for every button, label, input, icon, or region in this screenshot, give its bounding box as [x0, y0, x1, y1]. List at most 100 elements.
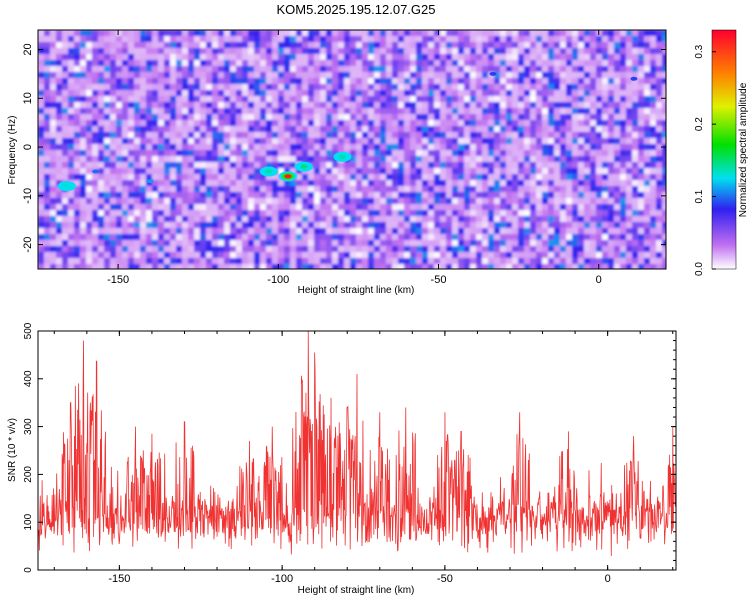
heatmap-cell — [188, 156, 195, 163]
heatmap-cell — [626, 126, 633, 133]
heatmap-cell — [338, 42, 345, 49]
heatmap-cell — [416, 144, 423, 151]
heatmap-cell — [230, 132, 237, 139]
heatmap-cell — [656, 168, 663, 175]
heatmap-cell — [488, 138, 495, 145]
heatmap-cell — [368, 48, 375, 55]
heatmap-cell — [578, 150, 585, 157]
heatmap-cell — [56, 132, 63, 139]
heatmap-cell — [266, 228, 273, 235]
heatmap-cell — [182, 198, 189, 205]
heatmap-cell — [614, 102, 621, 109]
heatmap-cell — [512, 240, 519, 247]
heatmap-cell — [602, 48, 609, 55]
heatmap-cell — [530, 240, 537, 247]
heatmap-cell — [80, 174, 87, 181]
heatmap-cell — [116, 258, 123, 265]
heatmap-cell — [200, 96, 207, 103]
heatmap-cell — [50, 102, 57, 109]
heatmap-cell — [302, 150, 309, 157]
heatmap-cell — [272, 102, 279, 109]
heatmap-cell — [314, 180, 321, 187]
heatmap-cell — [578, 102, 585, 109]
heatmap-cell — [560, 186, 567, 193]
heatmap-cell — [650, 48, 657, 55]
heatmap-cell — [512, 72, 519, 79]
heatmap-cell — [194, 126, 201, 133]
heatmap-cell — [416, 168, 423, 175]
heatmap-cell — [152, 132, 159, 139]
heatmap-cell — [392, 174, 399, 181]
heatmap-cell — [338, 84, 345, 91]
heatmap-cell — [602, 66, 609, 73]
snr-y-tick-label: 100 — [23, 513, 34, 530]
heatmap-cell — [392, 138, 399, 145]
heatmap-cell — [56, 198, 63, 205]
heatmap-cell — [182, 174, 189, 181]
heatmap-cell — [284, 54, 291, 61]
heatmap-cell — [386, 162, 393, 169]
heatmap-cell — [512, 264, 519, 269]
heatmap-cell — [122, 192, 129, 199]
heatmap-cell — [152, 246, 159, 253]
heatmap-cell — [638, 48, 645, 55]
heatmap-cell — [452, 66, 459, 73]
heatmap-cell — [548, 138, 555, 145]
heatmap-cell — [128, 54, 135, 61]
heatmap-cell — [338, 90, 345, 97]
heatmap-cell — [536, 156, 543, 163]
heatmap-cell — [608, 150, 615, 157]
heatmap-cell — [650, 156, 657, 163]
heatmap-cell — [488, 156, 495, 163]
heatmap-cell — [218, 90, 225, 97]
heatmap-cell — [602, 120, 609, 127]
heatmap-cell — [146, 108, 153, 115]
heatmap-cell — [440, 168, 447, 175]
heatmap-cell — [92, 186, 99, 193]
heatmap-cell — [206, 60, 213, 67]
heatmap-cell — [422, 42, 429, 49]
heatmap-cell — [200, 36, 207, 43]
heatmap-cell — [68, 234, 75, 241]
heatmap-cell — [50, 138, 57, 145]
heatmap-cell — [182, 96, 189, 103]
heatmap-cell — [590, 84, 597, 91]
heatmap-cell — [368, 84, 375, 91]
heatmap-cell — [248, 234, 255, 241]
heatmap-cell — [200, 186, 207, 193]
heatmap-cell — [218, 102, 225, 109]
heatmap-cell — [50, 90, 57, 97]
heatmap-cell — [326, 234, 333, 241]
heatmap-cell — [482, 150, 489, 157]
heatmap-cell — [350, 204, 357, 211]
heatmap-cell — [404, 216, 411, 223]
heatmap-cell — [482, 36, 489, 43]
heatmap-cell — [542, 180, 549, 187]
heatmap-cell — [248, 30, 255, 37]
heatmap-cell — [422, 72, 429, 79]
heatmap-cell — [74, 84, 81, 91]
heatmap-cell — [314, 114, 321, 121]
snr-y-tick-label: 300 — [23, 418, 34, 435]
heatmap-cell — [488, 168, 495, 175]
heatmap-cell — [308, 60, 315, 67]
heatmap-cell — [104, 120, 111, 127]
heatmap-cell — [128, 48, 135, 55]
heatmap-cell — [512, 138, 519, 145]
heatmap-cell — [632, 144, 639, 151]
heatmap-cell — [620, 90, 627, 97]
heatmap-cell — [476, 42, 483, 49]
heatmap-cell — [548, 66, 555, 73]
heatmap-cell — [398, 192, 405, 199]
heatmap-cell — [128, 114, 135, 121]
heatmap-cell — [314, 162, 321, 169]
heatmap-cell — [560, 102, 567, 109]
heatmap-cell — [464, 228, 471, 235]
heatmap-cell — [560, 222, 567, 229]
heatmap-cell — [260, 252, 267, 259]
heatmap-cell — [242, 114, 249, 121]
heatmap-cell — [626, 72, 633, 79]
heatmap-cell — [350, 108, 357, 115]
heatmap-cell — [182, 78, 189, 85]
